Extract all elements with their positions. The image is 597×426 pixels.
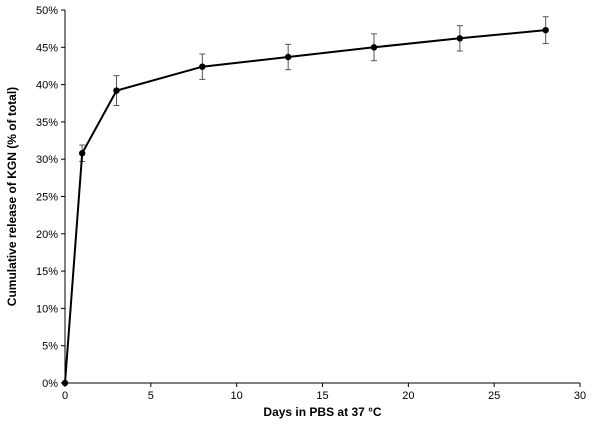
y-tick-label: 40% <box>36 80 58 92</box>
y-tick-label: 30% <box>36 154 58 166</box>
y-tick-label: 15% <box>36 266 58 278</box>
x-axis-label: Days in PBS at 37 °C <box>263 405 382 419</box>
series-line <box>64 29 546 384</box>
y-tick-label: 0% <box>42 378 58 390</box>
y-tick-label: 25% <box>36 192 58 204</box>
data-point <box>61 379 69 387</box>
x-tick-label: 25 <box>488 390 500 402</box>
data-point <box>78 150 86 157</box>
data-point <box>199 63 206 70</box>
y-tick-label: 45% <box>36 42 58 54</box>
x-tick-label: 30 <box>574 390 586 402</box>
y-tick-label: 5% <box>42 341 58 353</box>
data-point <box>113 87 120 94</box>
y-tick-label: 20% <box>36 229 58 241</box>
x-tick-label: 15 <box>316 390 328 402</box>
y-tick-label: 35% <box>36 117 58 129</box>
y-ticks: 0% 5% 10% 15% 20% 25% 30% 35% 40% 45% 50% <box>36 5 65 390</box>
x-tick-label: 0 <box>62 390 68 402</box>
axes <box>64 10 580 384</box>
data-point <box>284 53 292 61</box>
y-axis-label: Cumulative release of KGN (% of total) <box>5 87 19 306</box>
y-tick-label: 10% <box>36 303 58 315</box>
y-tick-label: 50% <box>36 5 58 17</box>
x-ticks: 0 5 10 15 20 25 30 <box>62 383 586 402</box>
data-point <box>456 35 464 42</box>
x-tick-label: 10 <box>231 390 243 402</box>
x-tick-label: 20 <box>402 390 414 402</box>
error-bars <box>79 16 549 162</box>
data-point <box>370 44 378 51</box>
data-point <box>542 26 549 34</box>
series-lines <box>64 29 546 384</box>
x-tick-label: 5 <box>148 390 154 402</box>
data-points <box>61 26 549 387</box>
